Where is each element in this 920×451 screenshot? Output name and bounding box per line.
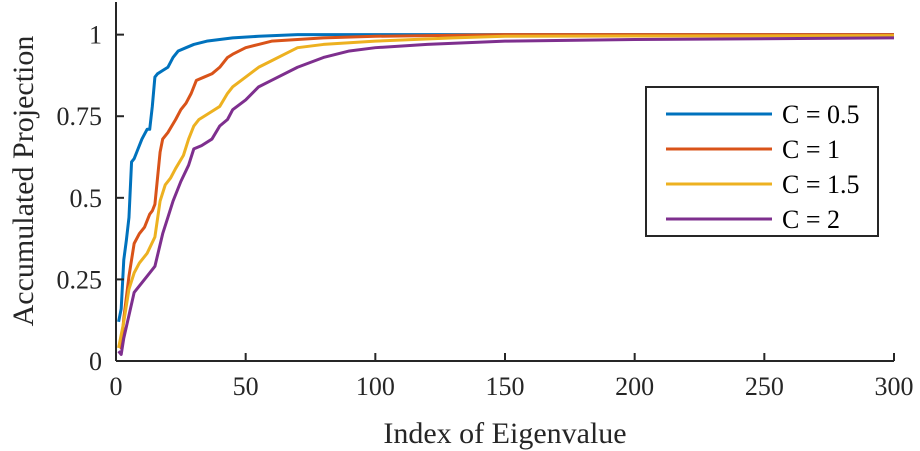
y-tick-label: 0.75 [57, 102, 103, 131]
y-tick-label: 1 [89, 21, 102, 50]
legend: C = 0.5 C = 1 C = 1.5 C = 2 [645, 86, 879, 237]
y-axis-title: Accumulated Projection [7, 36, 40, 327]
series-line-c-2 [117, 36, 894, 356]
x-tick-label: 100 [356, 372, 395, 401]
series-line-c-0-5 [117, 33, 894, 323]
x-tick-label: 250 [745, 372, 784, 401]
series-line-c-1 [117, 33, 894, 350]
x-tick-label: 50 [233, 372, 259, 401]
legend-box [645, 86, 879, 237]
series-layer [117, 33, 894, 356]
x-tick-label: 300 [875, 372, 914, 401]
series-line-c-1-5 [117, 34, 894, 349]
x-tick-label: 0 [110, 372, 123, 401]
legend-label: C = 0.5 [782, 100, 860, 129]
y-tick-label: 0 [89, 347, 102, 376]
y-tick-label: 0.5 [70, 184, 103, 213]
x-tick-label: 200 [615, 372, 654, 401]
y-tick-label: 0.25 [57, 265, 103, 294]
legend-label: C = 2 [782, 205, 840, 234]
ticks: 0 50 100 150 200 250 300 0 0.25 0.5 0.75 1 [57, 21, 914, 401]
legend-label: C = 1 [782, 135, 840, 164]
legend-label: C = 1.5 [782, 170, 860, 199]
x-axis-title: Index of Eigenvalue [383, 417, 626, 450]
x-tick-label: 150 [486, 372, 525, 401]
